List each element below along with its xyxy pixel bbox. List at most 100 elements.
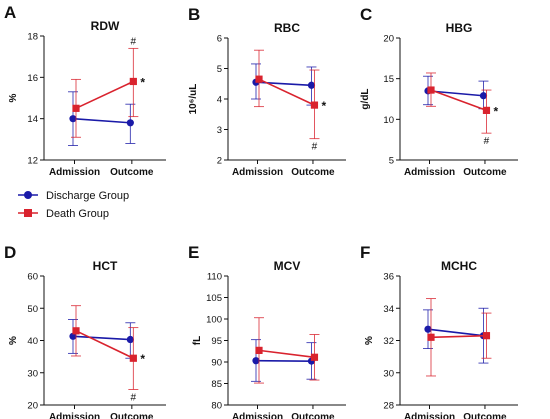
y-tick-label: 5	[217, 64, 222, 75]
x-tick-label: Outcome	[463, 412, 507, 419]
data-point-square	[427, 333, 435, 341]
panel-f: F MCHC 28 30 32 34 36% Admission Outcome	[360, 243, 518, 419]
y-tick-label: 90	[211, 358, 222, 369]
y-axis-label: g/dL	[360, 88, 371, 109]
series-line	[255, 81, 312, 87]
y-tick-label: 6	[217, 34, 222, 45]
x-tick-label: Admission	[232, 412, 283, 419]
y-axis-label: %	[364, 336, 375, 345]
panel-d: D HCT 20 30 40 50 60% Admission Outcome * #	[4, 243, 166, 419]
series-death	[426, 72, 492, 134]
y-tick-label: 100	[206, 315, 222, 326]
panel-letter: C	[360, 5, 372, 24]
y-tick-label: 36	[383, 272, 394, 283]
data-point-square	[427, 86, 435, 94]
panel-e: E MCV 80 85 90 95 100 105 110 fL Admission Outcome	[188, 243, 346, 419]
series-death	[254, 49, 320, 140]
y-tick-label: 34	[383, 304, 394, 315]
series-line	[75, 330, 134, 359]
series-death	[71, 47, 139, 138]
data-point-square	[255, 346, 263, 354]
y-tick-label: 30	[383, 368, 394, 379]
panel-letter: F	[360, 243, 370, 262]
data-point-square	[482, 106, 491, 114]
significance-star: *	[140, 352, 145, 366]
panel-letter: E	[188, 243, 199, 262]
y-axis-label: 10⁶/uL	[188, 84, 199, 115]
series-line	[430, 334, 487, 339]
legend-death-marker	[24, 209, 32, 217]
y-tick-label: 60	[27, 272, 38, 283]
significance-hash: #	[484, 136, 490, 147]
series-discharge	[68, 91, 136, 146]
series-line	[75, 80, 134, 110]
data-point-square	[72, 327, 80, 335]
panel-c: C HBG 5 10 15 20 g/dL Admission Outcome * #	[360, 5, 518, 178]
y-tick-label: 95	[211, 336, 222, 347]
x-tick-label: Admission	[232, 167, 283, 178]
y-tick-label: 20	[383, 34, 394, 45]
legend-discharge-marker	[24, 191, 32, 199]
y-tick-label: 28	[383, 401, 394, 412]
y-tick-label: 3	[217, 125, 222, 136]
series-discharge	[251, 339, 317, 382]
data-point-circle	[252, 357, 260, 365]
data-point-circle	[126, 335, 134, 344]
x-tick-label: Outcome	[110, 412, 154, 419]
y-tick-label: 32	[383, 336, 394, 347]
series-discharge	[68, 319, 136, 359]
chart-title: HBG	[446, 21, 473, 35]
y-tick-label: 5	[389, 156, 394, 167]
x-tick-label: Admission	[49, 412, 100, 419]
data-point-circle	[307, 81, 316, 89]
legend-death-label: Death Group	[46, 208, 109, 220]
panel-letter: D	[4, 243, 16, 262]
y-tick-label: 20	[27, 401, 38, 412]
series-line	[427, 328, 484, 337]
series-line	[258, 349, 315, 359]
x-tick-label: Admission	[49, 167, 100, 178]
data-point-circle	[479, 92, 488, 100]
data-point-circle	[69, 115, 77, 123]
y-tick-label: 2	[217, 156, 222, 167]
data-point-square	[310, 353, 319, 361]
legend: Discharge Group Death Group	[18, 190, 129, 220]
data-point-square	[482, 332, 491, 340]
y-tick-label: 30	[27, 368, 38, 379]
data-point-square	[255, 75, 263, 83]
legend-discharge-label: Discharge Group	[46, 190, 129, 202]
x-tick-label: Outcome	[291, 412, 335, 419]
significance-star: *	[321, 99, 326, 113]
series-death	[426, 298, 492, 377]
significance-star: *	[493, 104, 498, 118]
x-tick-label: Admission	[404, 412, 455, 419]
chart-title: HCT	[93, 259, 118, 273]
series-discharge	[251, 63, 317, 106]
y-axis-label: fL	[192, 336, 203, 345]
series-death	[71, 305, 139, 390]
chart-title: MCHC	[441, 259, 477, 273]
series-line	[258, 78, 315, 106]
data-point-square	[129, 354, 137, 362]
y-tick-label: 80	[211, 401, 222, 412]
y-tick-label: 18	[27, 32, 38, 43]
x-tick-label: Admission	[404, 167, 455, 178]
chart-title: RBC	[274, 21, 300, 35]
significance-hash: #	[131, 393, 137, 404]
series-line	[72, 117, 131, 124]
panel-a: A RDW 12 14 16 18% Admission Outcome * #	[4, 3, 166, 178]
y-tick-label: 4	[217, 95, 222, 106]
chart-title: RDW	[91, 19, 120, 33]
data-point-circle	[126, 119, 134, 127]
chart-title: MCV	[274, 259, 301, 273]
data-point-square	[72, 104, 80, 112]
data-point-square	[310, 101, 319, 109]
y-tick-label: 16	[27, 73, 38, 84]
series-death	[254, 317, 320, 384]
series-line	[72, 335, 131, 341]
significance-hash: #	[312, 142, 318, 153]
panel-b: B RBC 2 3 4 5 6 10⁶/uL Admission Outcome * #	[188, 5, 346, 178]
y-tick-label: 85	[211, 379, 222, 390]
y-tick-label: 12	[27, 156, 38, 167]
